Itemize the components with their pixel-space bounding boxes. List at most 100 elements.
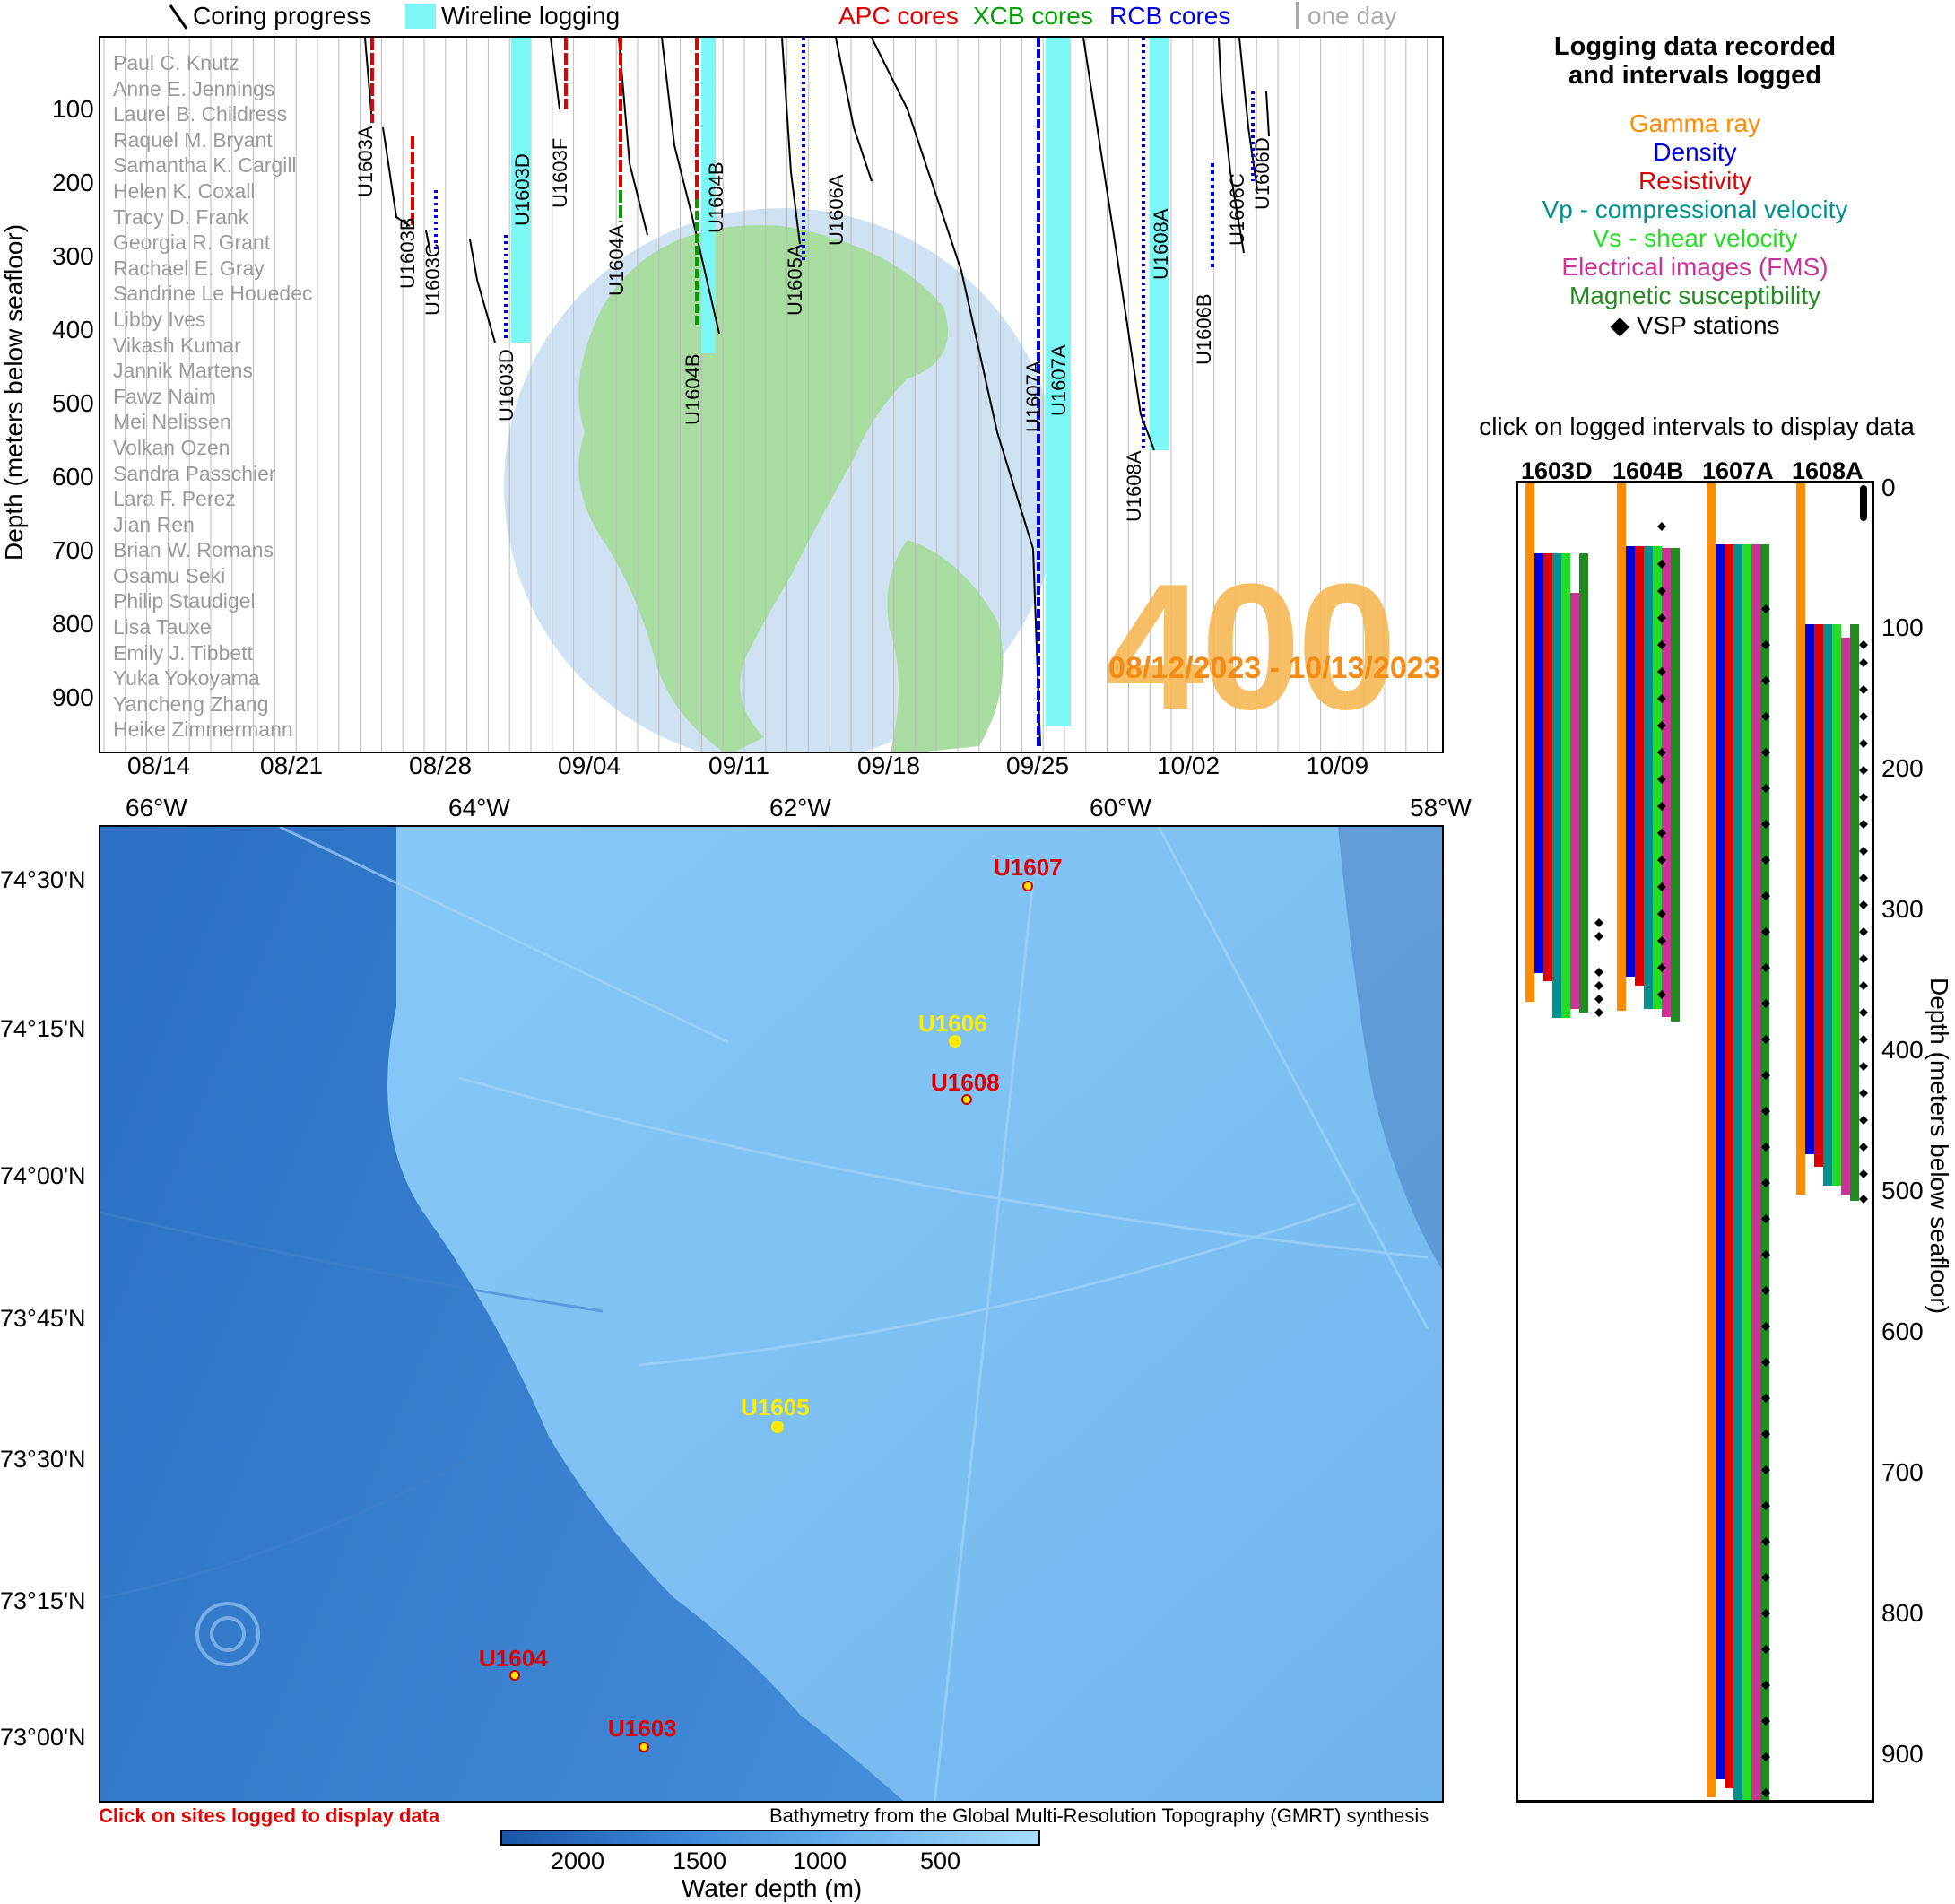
vsp-station-marker xyxy=(1761,1573,1770,1582)
hole-label: U1606D xyxy=(1251,137,1273,210)
legend-one-day: one day xyxy=(1308,2,1397,30)
vsp-station-marker xyxy=(1594,995,1603,1004)
column-header-1607a: 1607A xyxy=(1702,457,1774,484)
vsp-station-marker xyxy=(1761,1250,1770,1259)
vsp-station-marker xyxy=(1594,981,1603,990)
vsp-station-marker xyxy=(1761,1609,1770,1618)
logged-interval-bar xyxy=(1823,624,1832,1186)
vsp-station-marker xyxy=(1657,909,1666,918)
bathymetry-map[interactable]: U1607 U1606 U1608 U1605 U1604 U1603 xyxy=(99,825,1444,1803)
vsp-station-marker xyxy=(1657,990,1666,999)
hole-label: U1604B xyxy=(682,353,704,425)
hole-label: U1608A xyxy=(1150,208,1172,280)
logged-interval-bar xyxy=(1671,548,1680,1022)
globe-background xyxy=(504,208,1060,752)
vsp-station-marker xyxy=(1657,829,1666,838)
colorbar-label: Water depth (m) xyxy=(682,1874,863,1902)
vsp-station-marker xyxy=(1761,1143,1770,1152)
hole-label: U1603A xyxy=(354,126,377,197)
vsp-station-marker xyxy=(1859,1008,1868,1017)
expedition-number: 400 xyxy=(1105,547,1397,747)
vsp-station-marker xyxy=(1859,685,1868,694)
site-marker-u1607[interactable] xyxy=(1022,881,1033,891)
vsp-station-marker xyxy=(1761,856,1770,865)
vsp-station-marker xyxy=(1859,658,1868,667)
vsp-station-marker xyxy=(1657,963,1666,972)
wireline-bar-1603d[interactable] xyxy=(511,38,531,343)
vsp-station-marker xyxy=(1594,968,1603,977)
logged-interval-bar xyxy=(1626,546,1635,977)
vsp-station-marker xyxy=(1761,1465,1770,1474)
site-label-u1603[interactable]: U1603 xyxy=(608,1715,677,1742)
vsp-station-marker xyxy=(1761,927,1770,936)
vsp-station-marker xyxy=(1761,784,1770,793)
logged-intervals-bars[interactable] xyxy=(1518,483,1872,1800)
logged-intervals-plot xyxy=(1516,481,1874,1803)
logged-interval-bar xyxy=(1552,553,1561,1018)
vsp-station-marker xyxy=(1859,900,1868,909)
vsp-station-marker xyxy=(1657,775,1666,784)
vsp-station-marker xyxy=(1859,820,1868,829)
site-label-u1604[interactable]: U1604 xyxy=(479,1645,548,1672)
logged-interval-bar xyxy=(1742,544,1751,1800)
legend-coring-progress: Coring progress xyxy=(193,2,372,30)
vsp-station-marker xyxy=(1761,640,1770,649)
legend-magsus: Magnetic susceptibility xyxy=(1568,282,1821,309)
legend-xcb: XCB cores xyxy=(973,2,1093,30)
logged-interval-bar xyxy=(1751,544,1760,1800)
vsp-station-marker xyxy=(1761,1788,1770,1797)
logged-interval-bar xyxy=(1617,483,1626,1011)
logged-interval-bar xyxy=(1635,546,1644,986)
vsp-station-marker xyxy=(1761,1681,1770,1690)
vsp-station-marker xyxy=(1859,847,1868,856)
wireline-bar-1607a[interactable] xyxy=(1046,38,1071,726)
hole-label: U1606C xyxy=(1226,173,1248,246)
vsp-station-marker xyxy=(1761,820,1770,829)
vsp-station-marker xyxy=(1761,1752,1770,1761)
site-label-u1608[interactable]: U1608 xyxy=(931,1069,1000,1096)
one-day-line-icon xyxy=(1296,2,1299,29)
logged-interval-bar xyxy=(1662,548,1671,1017)
site-marker-u1603[interactable] xyxy=(639,1742,649,1752)
vsp-station-marker xyxy=(1859,954,1868,963)
logged-interval-bar xyxy=(1733,544,1742,1800)
site-label-u1607[interactable]: U1607 xyxy=(994,854,1063,881)
site-marker-u1606 xyxy=(949,1035,961,1048)
vsp-station-marker xyxy=(1761,1035,1770,1044)
vsp-station-marker xyxy=(1859,739,1868,748)
hole-label: U1606A xyxy=(825,174,847,246)
logged-interval-bar xyxy=(1534,553,1543,973)
logged-intervals-hint: click on logged intervals to display dat… xyxy=(1479,413,1915,440)
wireline-swatch-icon xyxy=(405,4,436,29)
logged-interval-bar xyxy=(1716,544,1725,1779)
vsp-station-marker xyxy=(1761,891,1770,900)
logged-interval-bar xyxy=(1525,483,1534,1002)
wireline-bar-1608a[interactable] xyxy=(1150,38,1169,450)
vsp-station-cluster xyxy=(1860,485,1867,521)
hole-label: U1603D xyxy=(511,153,534,226)
hole-label: U1603F xyxy=(549,137,571,208)
logged-interval-bar xyxy=(1832,624,1841,1186)
vsp-station-marker xyxy=(1761,1286,1770,1295)
vsp-station-marker xyxy=(1657,936,1666,945)
vsp-station-marker xyxy=(1761,748,1770,757)
vsp-station-marker xyxy=(1859,640,1868,649)
vsp-station-marker xyxy=(1594,932,1603,941)
vsp-station-marker xyxy=(1761,712,1770,721)
vsp-station-marker xyxy=(1657,802,1666,811)
site-marker-u1604[interactable] xyxy=(509,1670,520,1681)
vsp-station-marker xyxy=(1761,1717,1770,1726)
vsp-station-marker xyxy=(1657,560,1666,569)
logged-intervals-ylabel: Depth (meters below seafloor) xyxy=(1925,978,1953,1315)
logged-interval-bar xyxy=(1561,553,1570,1018)
site-marker-u1608[interactable] xyxy=(961,1094,972,1105)
timeline-plot: Paul C. Knutz Anne E. Jennings Laurel B. C… xyxy=(99,36,1444,753)
logging-legend-title-1: Logging data recorded xyxy=(1553,32,1837,61)
vsp-station-marker xyxy=(1761,1071,1770,1080)
vsp-station-marker xyxy=(1859,1143,1868,1152)
logging-legend-title-2: and intervals logged xyxy=(1568,61,1821,90)
vsp-station-marker xyxy=(1761,676,1770,685)
site-label-u1605: U1605 xyxy=(741,1394,810,1421)
hole-label: U1607A xyxy=(1022,361,1045,432)
legend-rcb: RCB cores xyxy=(1109,2,1231,30)
